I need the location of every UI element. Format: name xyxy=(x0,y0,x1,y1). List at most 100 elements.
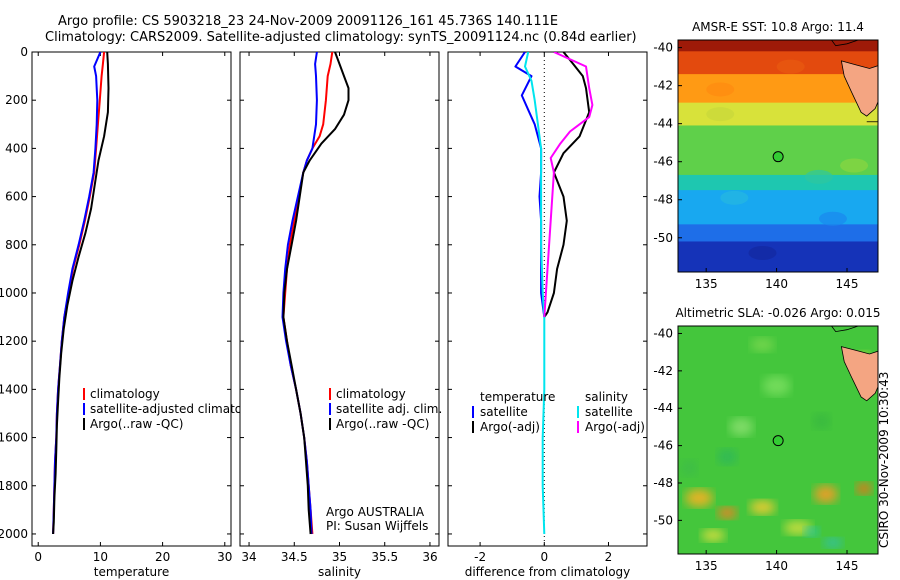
y-tick-label: -50 xyxy=(653,513,673,527)
x-tick-label: 0 xyxy=(540,550,548,564)
y-tick-label: 1200 xyxy=(0,334,28,348)
legend-label: Argo(..raw -QC) xyxy=(336,417,429,431)
sla-patch xyxy=(803,526,820,537)
annotation-text: Argo AUSTRALIA xyxy=(326,505,425,519)
series-line-argo-raw-qc- xyxy=(282,52,350,535)
x-tick-label: 140 xyxy=(765,277,788,291)
y-tick-label: 600 xyxy=(5,190,28,204)
map-frame xyxy=(677,325,879,555)
sst-patch xyxy=(748,245,777,260)
plot-frame xyxy=(239,51,440,547)
argo-location-marker xyxy=(772,151,784,163)
sla-patch xyxy=(749,500,776,515)
sla-patch xyxy=(729,417,754,436)
x-tick-label: 30 xyxy=(217,550,232,564)
legend-group-title: salinity xyxy=(585,390,628,404)
sla-patch xyxy=(855,482,872,495)
x-tick-label: 35 xyxy=(332,550,347,564)
sla-patch xyxy=(813,485,838,504)
land-mainland-coast xyxy=(831,326,859,333)
map-field xyxy=(678,40,878,272)
legend-label: Argo(..raw -QC) xyxy=(90,417,183,431)
series-group xyxy=(281,52,350,535)
y-tick-label: -40 xyxy=(653,326,673,340)
y-tick-label: 1600 xyxy=(0,431,28,445)
series-line-argo-raw-qc- xyxy=(52,52,110,535)
figure-title-line1: Argo profile: CS 5903218_23 24-Nov-2009 … xyxy=(58,14,559,29)
legend-label: satellite adj. clim. xyxy=(336,402,442,416)
sst-band xyxy=(678,190,878,229)
plot-frame xyxy=(447,51,648,547)
y-tick-label: 0 xyxy=(20,45,28,59)
sst-patch xyxy=(706,107,735,122)
x-tick-label: 36 xyxy=(422,550,437,564)
y-tick-label: 1000 xyxy=(0,286,28,300)
y-tick-label: 800 xyxy=(5,238,28,252)
sst-patch xyxy=(706,82,735,97)
series-group xyxy=(52,52,110,535)
x-axis-label: temperature xyxy=(94,565,169,579)
y-tick-label: -50 xyxy=(653,231,673,245)
land-tasmania xyxy=(840,60,878,117)
y-tick-label: -44 xyxy=(653,117,673,131)
y-tick-label: -46 xyxy=(653,439,673,453)
map-panel-1: AMSR-E SST: 10.8 Argo: 11.4 135 140 145 -40 -… xyxy=(653,20,879,291)
sla-patch xyxy=(822,537,843,548)
y-tick-label: 2000 xyxy=(0,527,28,541)
legend-label: climatology xyxy=(336,387,406,401)
map-panel-2: Altimetric SLA: -0.026 Argo: 0.015 135 140… xyxy=(653,306,880,573)
legend-group-title: temperature xyxy=(480,390,555,404)
x-tick-label: 34.5 xyxy=(281,550,308,564)
profile-panel-2: 34 34.5 35 35.5 36 salinity climatologysatelli… xyxy=(239,51,442,579)
x-tick-label: 10 xyxy=(93,550,108,564)
y-tick-label: 1800 xyxy=(0,479,28,493)
sst-band xyxy=(678,224,878,246)
sla-patch xyxy=(717,506,738,519)
plot-frame xyxy=(31,51,232,547)
x-tick-label: 0 xyxy=(34,550,42,564)
x-axis-label: difference from climatology xyxy=(465,565,631,579)
y-tick-label: -48 xyxy=(653,193,673,207)
x-tick-label: 35.5 xyxy=(371,550,398,564)
y-tick-label: -46 xyxy=(653,155,673,169)
sla-patch xyxy=(685,488,714,507)
sst-patch xyxy=(840,158,869,173)
series-line-salinity-satellite xyxy=(524,52,546,535)
map-frame xyxy=(677,39,879,273)
sla-patch xyxy=(812,413,831,430)
sla-patch xyxy=(750,337,775,352)
annotation-text: PI: Susan Wijffels xyxy=(326,519,428,533)
x-tick-label: 34 xyxy=(241,550,256,564)
x-tick-label: 135 xyxy=(695,277,718,291)
y-tick-label: 1400 xyxy=(0,382,28,396)
sla-patch xyxy=(762,375,791,396)
x-tick-label: 145 xyxy=(836,277,859,291)
y-tick-label: -42 xyxy=(653,364,673,378)
x-tick-label: 140 xyxy=(765,559,788,573)
legend-label: satellite-adjusted climatology xyxy=(90,402,268,416)
y-tick-label: -42 xyxy=(653,79,673,93)
sla-patch xyxy=(717,448,738,465)
sla-patch xyxy=(701,529,726,542)
series-group xyxy=(514,52,594,535)
figure-title-line2: Climatology: CARS2009. Satellite-adjuste… xyxy=(45,30,637,45)
x-tick-label: -2 xyxy=(474,550,486,564)
y-tick-label: 200 xyxy=(5,93,28,107)
sst-patch xyxy=(804,169,833,184)
series-line-salinity-argo-adj- xyxy=(543,52,594,318)
y-tick-label: 400 xyxy=(5,141,28,155)
profile-panels: 0 10 20 30020040060080010001200140016001800… xyxy=(0,45,648,579)
legend-label: climatology xyxy=(90,387,160,401)
sst-patch xyxy=(720,190,749,205)
x-axis-label: salinity xyxy=(318,565,361,579)
sst-band xyxy=(678,241,878,272)
map-panels: AMSR-E SST: 10.8 Argo: 11.4 135 140 145 -40 -… xyxy=(653,20,880,573)
argo-location-marker xyxy=(772,435,784,447)
map-title: AMSR-E SST: 10.8 Argo: 11.4 xyxy=(692,20,864,34)
profile-panel-1: 0 10 20 30 0 200 400 600 800 1000 1200 1400 1600 1800… xyxy=(0,45,268,579)
y-tick-label: -48 xyxy=(653,476,673,490)
land-tasmania xyxy=(840,346,878,402)
x-tick-label: 145 xyxy=(836,559,859,573)
